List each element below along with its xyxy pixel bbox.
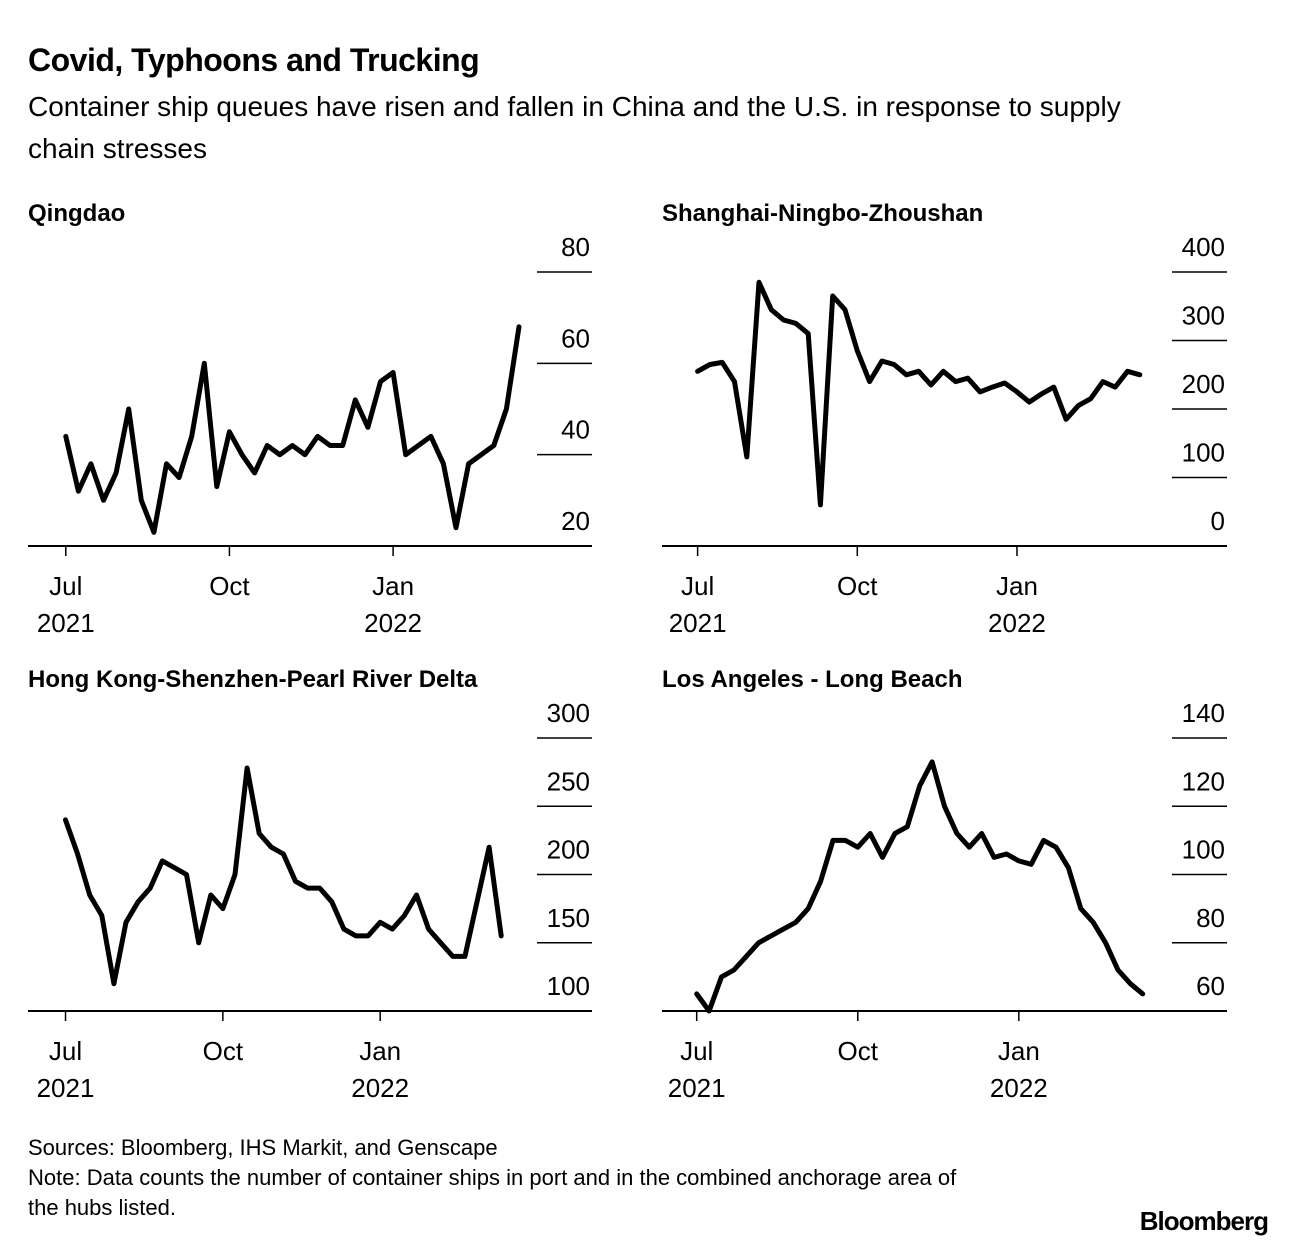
panel-title: Shanghai-Ningbo-Zhoushan [662, 200, 984, 227]
y-tick-label: 200 [547, 835, 590, 865]
series-line [63, 765, 504, 987]
x-tick-label: Oct [202, 1036, 244, 1066]
x-tick-label: Jul 2021 [667, 1036, 726, 1103]
y-tick-label: 300 [547, 698, 590, 728]
y-tick-label: 200 [1182, 369, 1225, 399]
y-tick-label: 120 [1182, 766, 1225, 796]
series-line [695, 279, 1143, 508]
y-tick-label: 250 [547, 766, 590, 796]
y-tick-label: 80 [1196, 903, 1225, 933]
logo: Bloomberg [1139, 1206, 1269, 1236]
x-tick-label: Jul 2021 [36, 571, 95, 638]
y-tick-label: 80 [561, 232, 590, 262]
x-tick-label: Jan 2022 [364, 571, 422, 638]
x-tick-label: Oct [837, 571, 878, 601]
note: Note: Data counts the number of containe… [28, 1165, 957, 1220]
y-tick-label: 0 [1211, 506, 1225, 536]
x-tick-label: Jan 2022 [989, 1036, 1048, 1103]
series-line [694, 759, 1146, 1014]
y-tick-label: 300 [1182, 301, 1225, 331]
x-tick-label: Oct [209, 571, 250, 601]
y-tick-label: 100 [547, 971, 590, 1001]
y-tick-label: 20 [561, 506, 590, 536]
y-tick-label: 40 [561, 415, 590, 445]
x-tick-label: Jan 2022 [351, 1036, 410, 1103]
y-tick-label: 100 [1182, 835, 1225, 865]
title: Covid, Typhoons and Trucking [28, 42, 480, 78]
panel-title: Hong Kong-Shenzhen-Pearl River Delta [28, 666, 478, 693]
y-tick-label: 60 [561, 323, 590, 353]
y-tick-label: 140 [1182, 698, 1225, 728]
y-tick-label: 60 [1196, 971, 1225, 1001]
y-tick-label: 100 [1182, 438, 1225, 468]
source: Sources: Bloomberg, IHS Markit, and Gens… [28, 1135, 498, 1160]
x-tick-label: Jan 2022 [988, 571, 1046, 638]
y-tick-label: 150 [547, 903, 590, 933]
y-tick-label: 400 [1182, 232, 1225, 262]
x-tick-label: Oct [837, 1036, 878, 1066]
series-line [63, 324, 522, 535]
x-tick-label: Jul 2021 [668, 571, 727, 638]
panel-title: Los Angeles - Long Beach [662, 666, 963, 693]
panel-title: Qingdao [28, 200, 126, 227]
subtitle: Container ship queues have risen and fal… [28, 91, 1121, 164]
x-tick-label: Jul 2021 [36, 1036, 95, 1103]
